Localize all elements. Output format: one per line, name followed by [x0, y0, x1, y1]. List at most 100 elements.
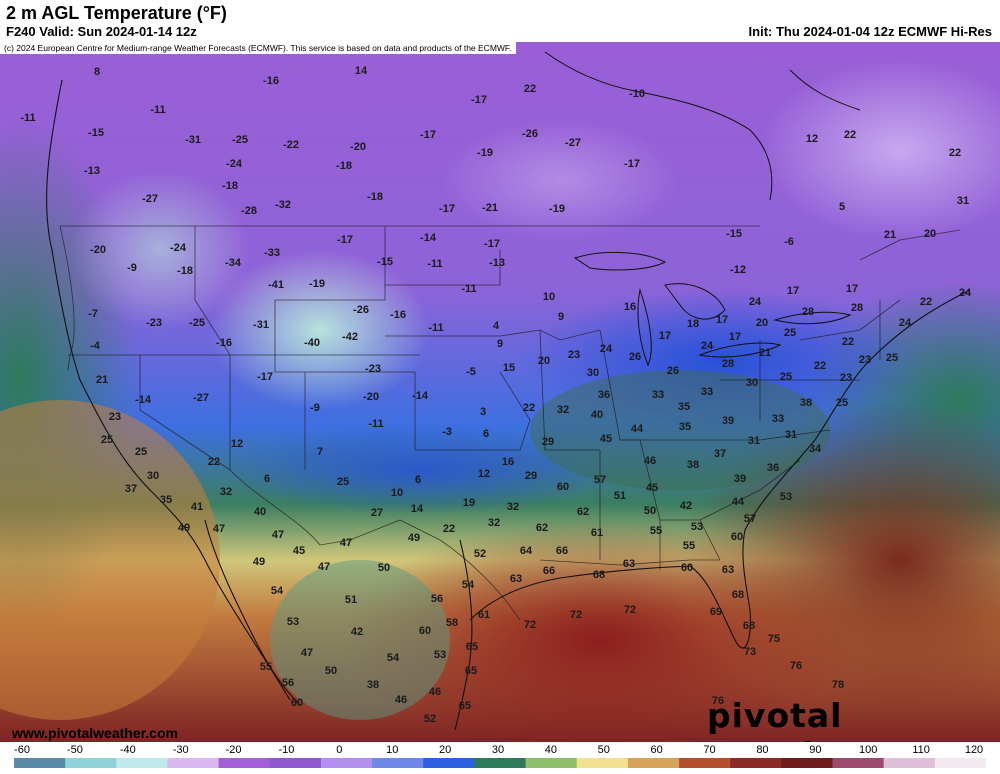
temperature-label: 29	[542, 436, 554, 448]
temperature-label: 47	[318, 561, 330, 573]
temperature-label: 75	[768, 633, 780, 645]
coastlines	[46, 79, 971, 731]
colorbar-tick: -20	[225, 744, 242, 756]
temperature-label: 31	[748, 435, 760, 447]
temperature-label: 9	[497, 338, 503, 350]
temperature-label: 22	[524, 83, 536, 95]
website-link[interactable]: www.pivotalweather.com	[12, 725, 178, 741]
temperature-label: 40	[591, 409, 603, 421]
temperature-label: -10	[629, 88, 645, 100]
temperature-label: 16	[624, 301, 636, 313]
temperature-label: -23	[365, 363, 381, 375]
temperature-label: 63	[510, 573, 522, 585]
temperature-label: 25	[780, 371, 792, 383]
temperature-label: -40	[304, 337, 320, 349]
temperature-label: -11	[428, 322, 443, 334]
temperature-label: 57	[594, 474, 606, 486]
temperature-label: 60	[557, 481, 569, 493]
temperature-label: 54	[462, 579, 475, 591]
temperature-label: 25	[784, 327, 796, 339]
temperature-label: -42	[342, 331, 358, 343]
temperature-label: 4	[493, 320, 500, 332]
colorbar-segment	[14, 758, 66, 768]
colorbar-tick: -50	[66, 744, 83, 756]
temperature-label: 69	[710, 606, 722, 618]
temperature-label: 47	[340, 537, 352, 549]
temperature-label: 32	[220, 486, 232, 498]
temperature-label: 24	[701, 340, 714, 352]
temperature-label: 26	[667, 365, 679, 377]
temperature-label: -18	[336, 160, 352, 172]
temperature-label: 46	[429, 686, 441, 698]
temperature-label: 41	[191, 501, 203, 513]
colorbar-tick: 100	[859, 744, 878, 756]
temperature-label: 50	[644, 505, 656, 517]
temperature-label: -20	[350, 141, 366, 153]
temperature-label: 12	[806, 133, 818, 145]
hudson-bay-coast	[544, 51, 861, 201]
temperature-label: -9	[127, 262, 137, 274]
temperature-label: 62	[577, 506, 589, 518]
colorbar-tick: 80	[756, 744, 769, 756]
temperature-label: 38	[800, 397, 812, 409]
colorbar-tick: 90	[809, 744, 822, 756]
init-time: Init: Thu 2024-01-04 12z ECMWF Hi-Res	[748, 24, 992, 39]
temperature-label: 25	[337, 476, 349, 488]
temperature-label: 30	[587, 367, 599, 379]
temperature-label: 68	[593, 569, 605, 581]
temperature-label: 63	[722, 564, 734, 576]
temperature-label: -25	[232, 134, 248, 146]
temperature-label: -16	[390, 309, 406, 321]
temperature-label: -15	[88, 127, 104, 139]
temperature-label: 19	[463, 497, 475, 509]
temperature-label: 30	[147, 470, 159, 482]
temperature-label: 23	[840, 372, 852, 384]
colorbar-segment	[167, 758, 220, 768]
colorbar-tick: 110	[912, 744, 930, 756]
temperature-label: 53	[780, 491, 792, 503]
temperature-label: 32	[488, 517, 500, 529]
colorbar: -60 -50 -40 -30 -20 -10 0 10 20 30 40 50 60 70 80 90 100…	[0, 742, 1000, 772]
temperature-label: 64	[520, 545, 533, 557]
colorbar-tick: 40	[544, 744, 557, 756]
temperature-label: 72	[570, 609, 582, 621]
temperature-map[interactable]: 8 -11 -15 -13 -27 -11 -31 -25 -24 -18 -28 -32 -16 -22…	[0, 42, 1000, 742]
temperature-label: -17	[439, 203, 455, 215]
great-lakes	[573, 251, 852, 367]
temperature-label: 73	[744, 646, 756, 658]
temperature-label: 35	[678, 401, 690, 413]
colorbar-segment	[832, 758, 885, 768]
temperature-label: -28	[241, 205, 257, 217]
temperature-label: 39	[722, 415, 734, 427]
temperature-label: 10	[391, 487, 403, 499]
temperature-label: 53	[434, 649, 446, 661]
temperature-label: 24	[600, 343, 613, 355]
temperature-label: 35	[160, 494, 172, 506]
temperature-label: 52	[474, 548, 486, 560]
temperature-label: 65	[465, 665, 477, 677]
temperature-label: -19	[309, 278, 325, 290]
temperature-label: 55	[260, 661, 272, 673]
temperature-label: 50	[325, 665, 337, 677]
temperature-label: 28	[802, 306, 814, 318]
colorbar-segment	[627, 758, 680, 768]
copyright-notice: (c) 2024 European Centre for Medium-rang…	[0, 42, 516, 54]
temperature-label: -12	[730, 264, 746, 276]
colorbar-segment	[525, 758, 578, 768]
temperature-label: 44	[732, 496, 745, 508]
colorbar-segment	[576, 758, 629, 768]
temperature-label: -14	[420, 232, 437, 244]
temperature-label: 17	[716, 314, 728, 326]
temperature-label: 24	[899, 317, 912, 329]
temperature-label: -27	[142, 193, 158, 205]
temperature-label: 56	[282, 677, 294, 689]
temperature-label: 33	[772, 413, 784, 425]
temperature-label: -31	[253, 319, 269, 331]
temperature-label: -25	[189, 317, 205, 329]
temperature-label: 31	[785, 429, 797, 441]
temperature-label: 25	[886, 352, 898, 364]
temperature-label: 51	[614, 490, 626, 502]
colorbar-tick: -10	[278, 744, 295, 756]
temperature-label: 28	[851, 302, 863, 314]
temperature-label: -15	[377, 256, 393, 268]
